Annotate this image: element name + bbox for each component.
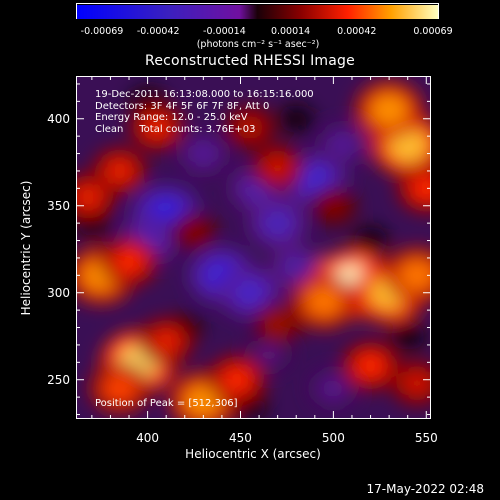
footer-timestamp: 17-May-2022 02:48 [366,482,484,496]
dark-patch [389,322,426,351]
cold-region [281,254,311,280]
colorbar-unit-label: (photons cm⁻² s⁻¹ asec⁻²) [196,39,320,50]
cold-region [297,164,333,195]
hot-region [141,114,173,141]
colorbar-gradient [77,5,438,19]
colorbar-tick-label: 0.00014 [270,26,311,37]
y-tick-label: 350 [47,198,70,213]
cold-region [319,377,347,400]
annotation-block: 19-Dec-2011 16:13:08.000 to 16:15:16.000… [95,89,314,135]
annotation-clean-counts: Clean Total counts: 3.76E+03 [95,123,256,135]
hot-region [103,374,137,403]
hot-region [402,370,430,396]
hot-region [77,183,104,211]
hot-region [150,328,182,355]
annotation-detectors: Detectors: 3F 4F 5F 6F 7F 8F, Att 0 [95,100,270,112]
hot-region [264,312,292,336]
colorbar-tick-label: -0.00069 [80,26,124,37]
y-tick-label: 400 [47,111,70,126]
hot-region [181,220,207,243]
cold-region [233,278,267,307]
colorbar-tick-label: -0.00042 [136,26,180,37]
hot-region [370,94,408,126]
heatmap-plot-area [76,76,431,419]
x-tick-label: 400 [136,431,160,445]
hot-region [410,174,430,202]
cold-region [328,132,357,157]
hot-region [398,260,430,291]
colorbar [76,3,439,19]
colorbar-tick-label: -0.00014 [203,26,246,37]
x-axis-label: Heliocentric X (arcsec) [185,447,321,461]
hot-region [262,154,293,180]
cold-region [255,342,282,365]
colorbar-tick-label: 0.00042 [337,26,377,37]
annotation-energy-range: Energy Range: 12.0 - 25.0 keV [95,112,248,123]
colorbar-tick-label: 0.00069 [413,26,453,37]
annotation-time-range: 19-Dec-2011 16:13:08.000 to 16:15:16.000 [95,89,314,100]
x-tick-label: 500 [321,431,345,445]
hot-region [112,247,146,276]
x-tick-label: 550 [414,431,438,445]
cold-region [189,141,218,166]
hot-region [104,157,136,185]
hot-region [354,352,387,380]
chart-title: Reconstructed RHESSI Image [145,53,355,69]
cold-region [261,209,294,237]
x-tick-label: 450 [229,431,252,445]
heatmap-blobs [77,81,430,418]
y-tick-label: 250 [47,372,70,387]
dark-patch [278,104,315,133]
hot-region [235,115,264,140]
hot-region [220,366,253,394]
hot-region [320,194,347,217]
hot-region [306,286,343,317]
dark-patch [352,226,389,255]
y-tick-label: 300 [47,285,70,300]
y-axis-label: Heliocentric Y (arcsec) [19,180,33,316]
heatmap-image [77,77,430,418]
peak-position-label: Position of Peak = [512,306] [95,398,238,409]
